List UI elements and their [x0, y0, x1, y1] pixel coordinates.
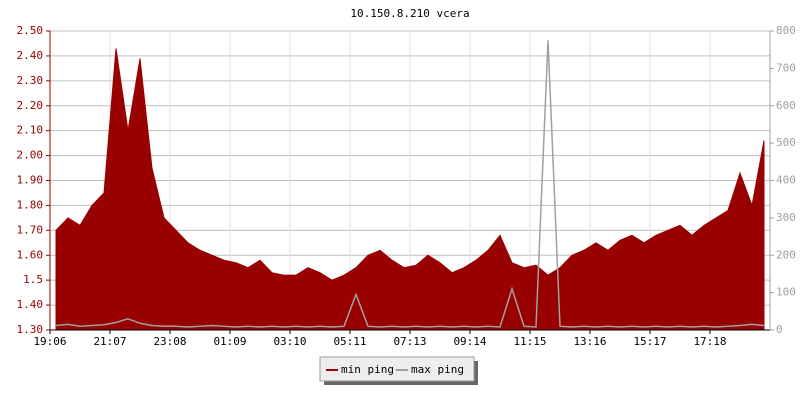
- y-tick-label: 1.5: [23, 273, 43, 286]
- y2-tick-label: 200: [776, 248, 796, 261]
- y-tick-label: 1.60: [17, 248, 44, 261]
- x-tick-label: 17:18: [693, 335, 726, 348]
- x-tick-label: 07:13: [393, 335, 426, 348]
- legend: [319, 356, 475, 382]
- series-line: [55, 40, 765, 328]
- series-area: [55, 48, 765, 331]
- y-tick-label: 2.20: [17, 99, 44, 112]
- y2-tick-label: 500: [776, 136, 796, 149]
- y2-tick-label: 600: [776, 99, 796, 112]
- y-tick-label: 2.40: [17, 49, 44, 62]
- x-tick-label: 03:10: [273, 335, 306, 348]
- y2-tick-label: 800: [776, 24, 796, 37]
- y-tick-label: 2.30: [17, 74, 44, 87]
- x-tick-label: 09:14: [453, 335, 486, 348]
- x-tick-label: 05:11: [333, 335, 366, 348]
- y-tick-label: 1.90: [17, 174, 44, 187]
- chart-title: 10.150.8.210 vcera: [350, 7, 469, 20]
- x-tick-label: 11:15: [513, 335, 546, 348]
- x-tick-label: 13:16: [573, 335, 606, 348]
- x-tick-label: 01:09: [213, 335, 246, 348]
- y2-tick-label: 700: [776, 61, 796, 74]
- x-tick-label: 15:17: [633, 335, 666, 348]
- y-tick-label: 1.70: [17, 223, 44, 236]
- x-tick-label: 21:07: [93, 335, 126, 348]
- y2-tick-label: 300: [776, 211, 796, 224]
- y-tick-label: 2.00: [17, 149, 44, 162]
- y-tick-label: 1.40: [17, 298, 44, 311]
- y2-tick-label: 0: [776, 323, 783, 336]
- y-tick-label: 2.10: [17, 124, 44, 137]
- legend-label: max ping: [411, 363, 464, 376]
- x-tick-label: 23:08: [153, 335, 186, 348]
- y2-tick-label: 400: [776, 174, 796, 187]
- y-tick-label: 1.80: [17, 198, 44, 211]
- legend-label: min ping: [341, 363, 394, 376]
- x-tick-label: 19:06: [33, 335, 66, 348]
- y-tick-label: 2.50: [17, 24, 44, 37]
- y-tick-label: 1.30: [17, 323, 44, 336]
- y2-tick-label: 100: [776, 286, 796, 299]
